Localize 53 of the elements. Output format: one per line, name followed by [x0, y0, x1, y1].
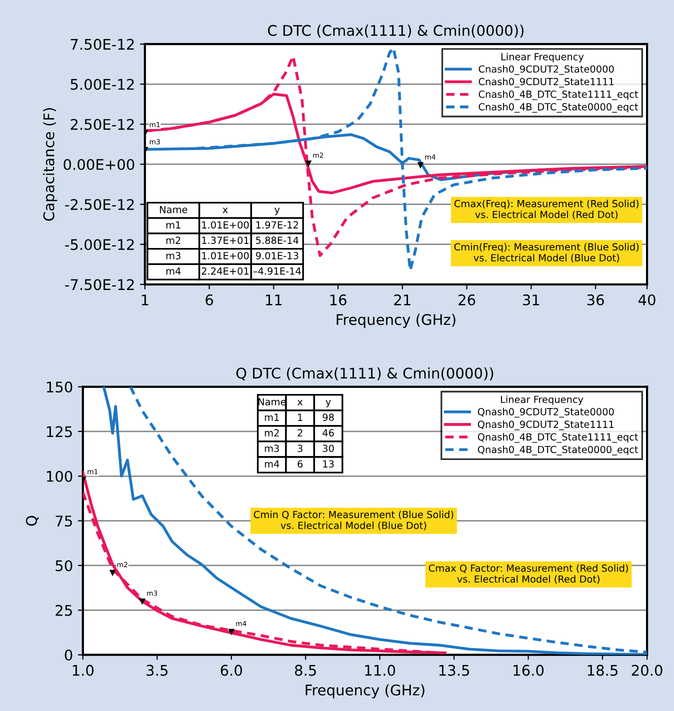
x-tick-label: 8.5 [294, 664, 316, 676]
y-tick-label: 150 [46, 382, 72, 393]
y-tick-label: 125 [46, 426, 72, 438]
y-tick-label: 100 [46, 470, 72, 482]
annotation: Cmin Q Factor: Measurement (Blue Solid) vs. Electrical Model (Blue Dot) [254, 510, 454, 530]
x-tick-label: 16.0 [514, 664, 544, 676]
legend-label: Cnash0_4B_DTC_State0000_eqct [478, 102, 638, 113]
y-tick-label: -7.50E-12 [65, 279, 134, 290]
x-tick-label: 6.0 [220, 664, 242, 676]
x-axis-title: Frequency (GHz) [306, 684, 424, 698]
x-tick-label: 6 [206, 294, 214, 306]
x-tick-label: 13.5 [439, 664, 470, 676]
x-tick-label: 11 [266, 294, 282, 306]
legend-label: Qnash0_4B_DTC_State1111_eqct [478, 433, 638, 443]
y-tick-label: -2.50E-12 [65, 199, 134, 210]
y-tick-label: -5.00E-12 [65, 239, 134, 250]
x-tick-label: 3.5 [146, 664, 168, 676]
x-tick-label: 1 [142, 294, 148, 306]
y-tick-label: 7.50E-12 [70, 38, 134, 50]
x-tick-label: 31 [522, 294, 540, 306]
x-tick-label: 26 [458, 294, 476, 306]
annotation: Cmax Q Factor: Measurement (Red Solid) vs. Electrical Model (Red Dot) [428, 564, 628, 584]
x-tick-label: 36 [587, 294, 604, 306]
annotation: Cmin(Freq): Measurement (Blue Solid) vs. Electrical Model (Blue Dot) [454, 243, 639, 263]
y-tick-label: 5.00E-12 [70, 78, 134, 90]
chart-title: Q DTC (Cmax(1111) & Cmin(0000)) [236, 367, 494, 380]
y-tick-label: 0 [64, 650, 72, 661]
y-axis-title: Q [26, 516, 39, 526]
x-tick-label: 16 [330, 294, 346, 306]
legend-title: Linear Frequency [501, 52, 584, 62]
y-tick-label: 25 [56, 604, 72, 616]
x-tick-label: 40 [638, 294, 656, 306]
text: Name x y m1 1.01E+00 1.97E-12 m2 1.37E+01 5.88E-14 m3 1.01E+00 9.01E-13 m4 2.24E+01 –4.91E-14 [160, 206, 301, 275]
y-tick-label: 2.50E-12 [70, 118, 134, 130]
legend-label: Cnash0_9CDUT2_State0000 [478, 65, 614, 75]
y-tick-label: 50 [56, 560, 72, 572]
legend-label: Cnash0_4B_DTC_State1111_eqct [478, 90, 638, 100]
x-tick-label: 18.5 [588, 664, 618, 676]
legend-label: Qnash0_9CDUT2_State0000 [478, 408, 614, 418]
x-tick-label: 1.0 [72, 664, 94, 676]
legend-label: Cnash0_9CDUT2_State1111 [478, 78, 614, 88]
annotation: Cmax(Freq): Measurement (Red Solid) vs. Electrical Model (Red Dot) [454, 200, 638, 220]
x-tick-label: 21 [394, 294, 410, 306]
chart-title: C DTC (Cmax(1111) & Cmin(0000)) [268, 24, 524, 38]
y-tick-label: 0.00E+00 [64, 158, 134, 170]
x-tick-label: 11.0 [365, 664, 396, 676]
y-tick-label: 75 [56, 516, 72, 527]
legend-label: Qnash0_9CDUT2_State1111 [478, 420, 614, 430]
y-axis-title: Capacitance (F) [43, 108, 58, 221]
legend-title: Linear Frequency [500, 396, 584, 405]
x-axis-title: Frequency (GHz) [336, 314, 456, 328]
x-tick-label: 20.0 [632, 664, 662, 676]
legend-label: Qnash0_4B_DTC_State0000_eqct [478, 446, 638, 456]
